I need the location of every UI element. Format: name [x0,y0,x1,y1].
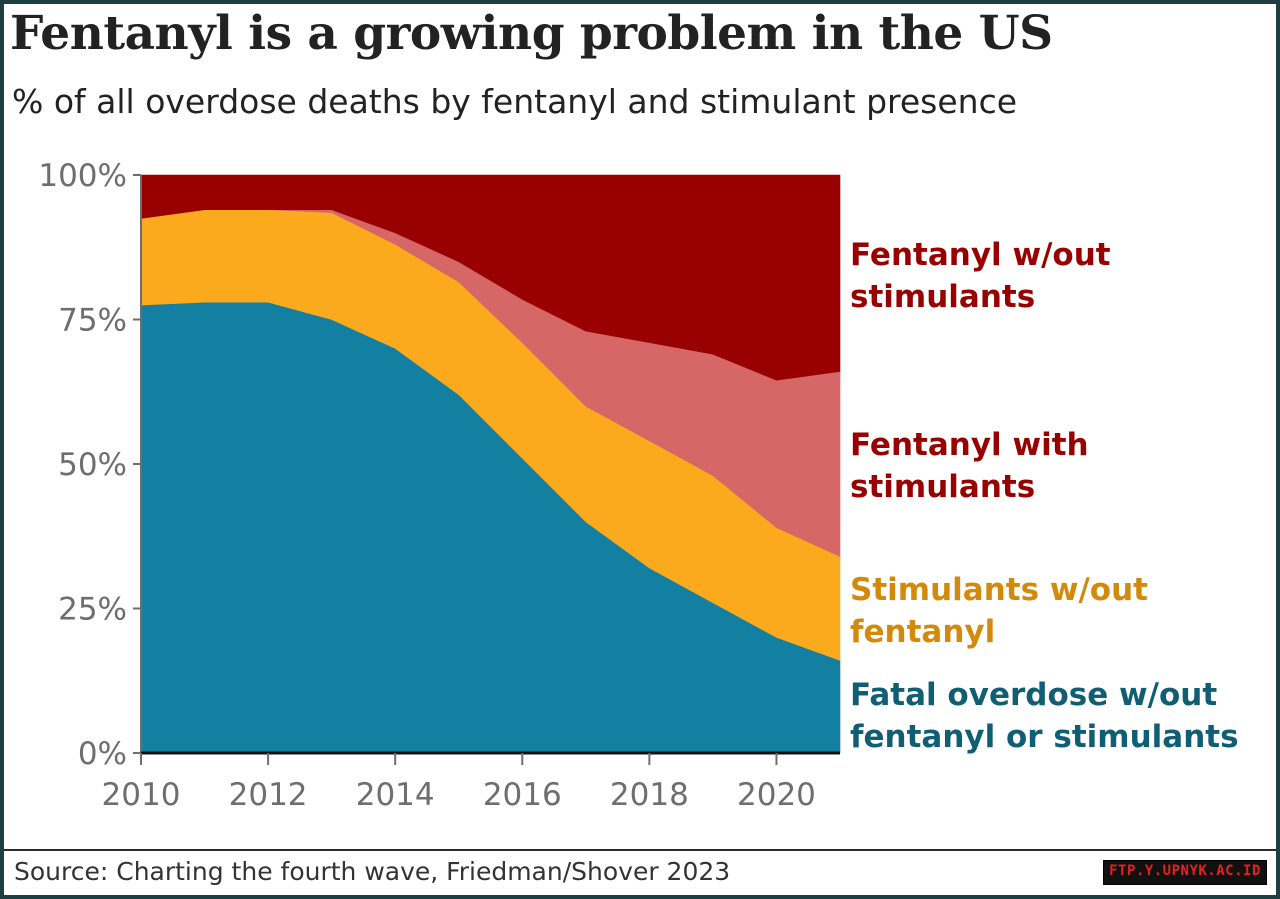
footer-divider [4,849,1276,851]
chart-title: Fentanyl is a growing problem in the US [10,6,1053,61]
series-label-line: Stimulants w/out [850,572,1148,608]
area-layers [140,174,841,754]
source-note: Source: Charting the fourth wave, Friedm… [14,857,731,886]
series-label-fentanyl-w-out-stimulants: Fentanyl w/out stimulants [850,237,1111,315]
series-label-line: stimulants [850,469,1035,505]
watermark-text: FTP.Y.UPNYK.AC.ID [1109,863,1261,879]
series-label-line: Fatal overdose w/out [850,677,1217,713]
stacked-area-chart: 0%25%50%75%100%2010 2012 2014 2016 2018 2020 … [38,158,1239,813]
series-label-line: Fentanyl w/out [850,237,1111,273]
series-label-stimulants-w-out-fentanyl: Stimulants w/out fentanyl [850,572,1148,650]
series-label-line: stimulants [850,279,1035,315]
y-tick-label: 75% [58,303,127,339]
y-tick-label: 25% [58,592,127,628]
x-tick-label: 2020 [737,777,816,813]
x-tick-label: 2018 [610,777,689,813]
x-tick-label: 2010 [102,777,181,813]
y-tick-label: 0% [78,736,127,772]
series-label-fatal-overdose-w-out-fentanyl-or-stimulants: Fatal overdose w/out fentanyl or stimulan… [850,677,1239,755]
axes: 0% 25% 50% 75% 100% 2010 2012 2014 2016 2018 2020 [38,158,840,813]
series-labels: Fatal overdose w/out fentanyl or stimulan… [850,237,1239,755]
chart-subtitle: % of all overdose deaths by fentanyl and… [12,82,1018,121]
x-tick-label: 2014 [356,777,435,813]
x-tick-label: 2016 [483,777,562,813]
y-tick-label: 100% [38,158,127,194]
area-fentanyl-w-out-stimulants [140,174,841,381]
y-tick-label: 50% [58,447,127,483]
series-label-line: fentanyl [850,614,995,650]
series-label-line: Fentanyl with [850,427,1089,463]
series-label-line: fentanyl or stimulants [850,719,1239,755]
series-label-fentanyl-with-stimulants: Fentanyl with stimulants [850,427,1089,505]
watermark-logo: FTP.Y.UPNYK.AC.ID [1103,860,1267,885]
x-tick-label: 2012 [229,777,308,813]
